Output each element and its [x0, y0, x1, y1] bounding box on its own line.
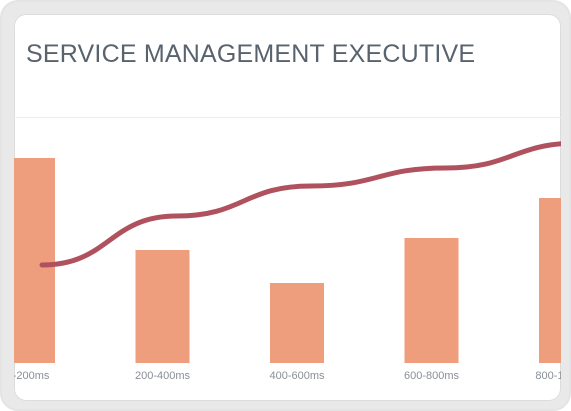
chart-plot: 0-200ms 200-400ms 400-600ms 600-800ms 800-10…: [14, 141, 561, 382]
x-tick-label: 600-800ms: [404, 370, 460, 382]
x-axis-ticks: 0-200ms 200-400ms 400-600ms 600-800ms 800-10…: [14, 370, 561, 382]
x-tick-label: 400-600ms: [269, 370, 325, 382]
bar-0-200ms: [14, 158, 55, 363]
x-tick-label: 0-200ms: [14, 370, 50, 382]
bar-400-600ms: [270, 283, 324, 363]
card-title: SERVICE MANAGEMENT EXECUTIVE: [26, 40, 476, 68]
bar-800-1000ms: [539, 198, 561, 363]
line-group: [39, 141, 561, 268]
bar-200-400ms: [135, 250, 190, 363]
trend-line: [39, 141, 561, 268]
card-header: SERVICE MANAGEMENT EXECUTIVE: [14, 14, 561, 118]
chart-card: SERVICE MANAGEMENT EXECUTIVE 0-200ms 200-…: [14, 14, 561, 401]
x-tick-label: 200-400ms: [135, 370, 191, 382]
x-tick-label: 800-1000ms: [535, 370, 561, 382]
bar-600-800ms: [404, 238, 459, 363]
bar-group: [14, 158, 561, 363]
